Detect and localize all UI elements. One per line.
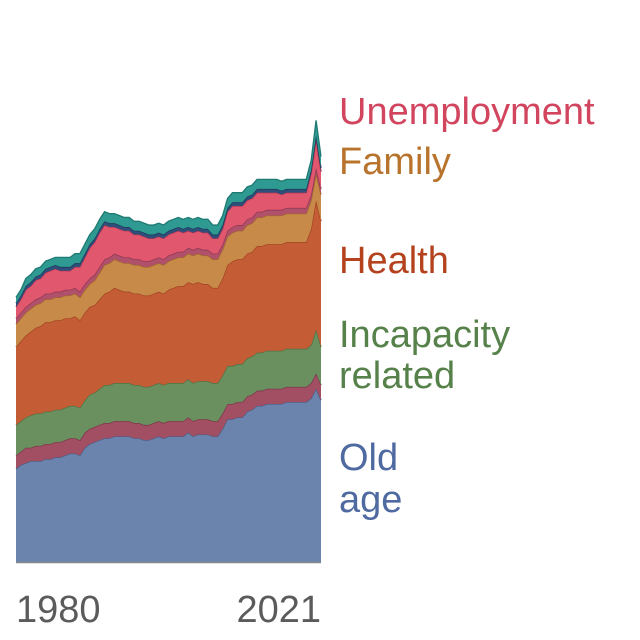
series-label-health: Health: [339, 240, 449, 282]
series-label-line: Family: [339, 141, 451, 183]
series-label-line: Old: [339, 437, 398, 479]
area-old-age: [16, 388, 321, 562]
series-label-line: related: [339, 355, 455, 397]
area-unemployment: [16, 139, 321, 319]
area-family: [16, 173, 321, 347]
line-other: [15, 120, 322, 298]
series-label-line: Incapacity: [339, 314, 510, 356]
x-tick-2021: 2021: [236, 589, 321, 631]
series-label-family: Family: [339, 141, 451, 183]
series-areas: [15, 120, 322, 562]
x-tick-1980: 1980: [16, 589, 101, 631]
x-tick-labels: 1980 2021: [16, 589, 321, 631]
series-label-line: Health: [339, 240, 449, 282]
series-label-line: Unemployment: [339, 91, 595, 133]
series-label-line: age: [339, 479, 402, 521]
series-label-unemployment: Unemployment: [339, 91, 595, 133]
